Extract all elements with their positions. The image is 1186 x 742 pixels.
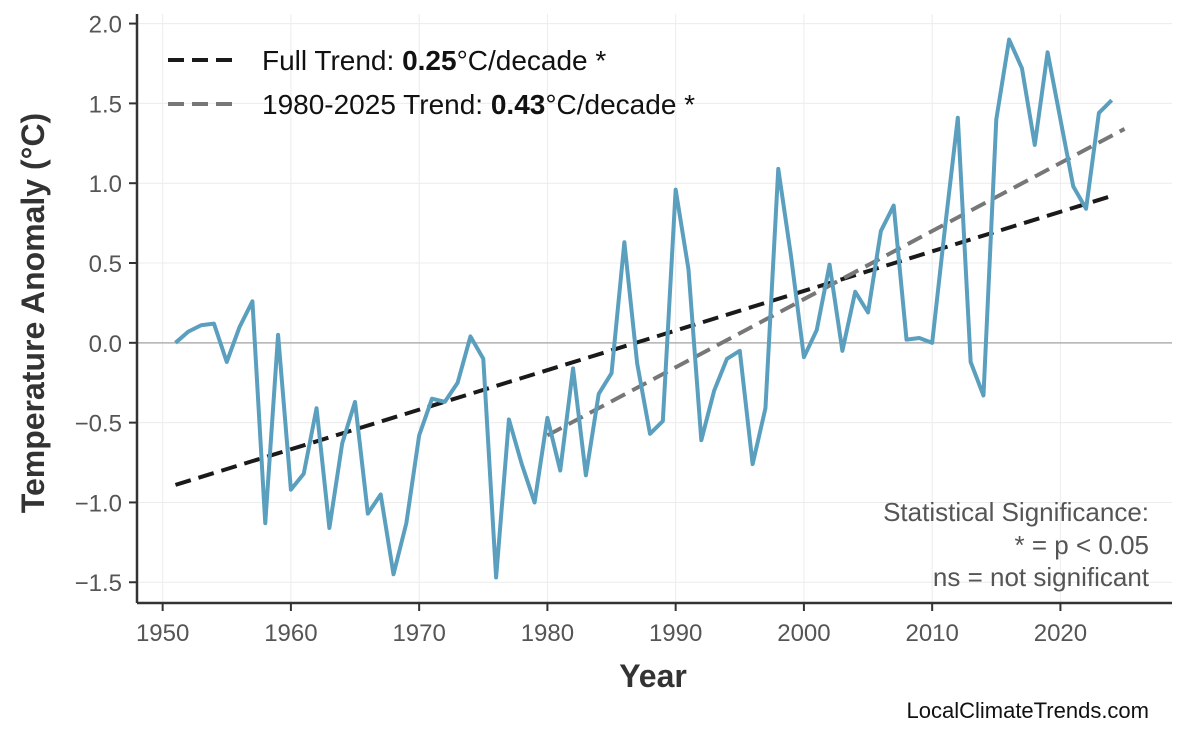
note-line: ns = not significant	[933, 562, 1150, 592]
recent-trend-line	[546, 127, 1126, 438]
legend-full-trend-label: Full Trend: 0.25°C/decade *	[262, 45, 606, 76]
x-tick-label: 2000	[777, 620, 830, 647]
legend-recent-trend-label: 1980-2025 Trend: 0.43°C/decade *	[262, 89, 695, 120]
y-tick-label: 1.5	[89, 91, 122, 118]
significance-note: Statistical Significance: * = p < 0.05 n…	[883, 497, 1150, 592]
note-line: Statistical Significance:	[883, 497, 1149, 527]
x-axis-label: Year	[619, 658, 687, 694]
y-tick-labels: −1.5 −1.0 −0.5 0.0 0.5 1.0 1.5 2.0	[75, 12, 122, 598]
x-tick-label: 2020	[1034, 620, 1087, 647]
note-line: * = p < 0.05	[1015, 530, 1149, 560]
x-tick-labels: 1950 1960 1970 1980 1990 2000 2010 2020	[136, 620, 1087, 647]
temperature-series-line	[174, 37, 1114, 580]
full-trend-line	[174, 194, 1113, 487]
y-tick-label: 0.5	[89, 251, 122, 278]
y-tick-label: 2.0	[89, 12, 122, 39]
y-tick-label: 0.0	[89, 331, 122, 358]
x-tick-label: 1960	[264, 620, 317, 647]
x-tick-label: 1980	[521, 620, 574, 647]
x-tick-label: 2010	[905, 620, 958, 647]
y-tick-label: 1.0	[89, 171, 122, 198]
x-tick-label: 1950	[136, 620, 189, 647]
y-tick-label: −1.0	[75, 490, 122, 517]
legend: Full Trend: 0.25°C/decade * 1980-2025 Tr…	[168, 45, 695, 120]
trend-lines	[174, 127, 1126, 487]
y-tick-label: −1.5	[75, 570, 122, 597]
axes	[129, 14, 1172, 611]
x-tick-label: 1970	[392, 620, 445, 647]
credit-text: LocalClimateTrends.com	[907, 698, 1150, 723]
y-tick-label: −0.5	[75, 411, 122, 438]
x-tick-label: 1990	[649, 620, 702, 647]
y-axis-label: Temperature Anomaly (°C)	[15, 113, 51, 513]
